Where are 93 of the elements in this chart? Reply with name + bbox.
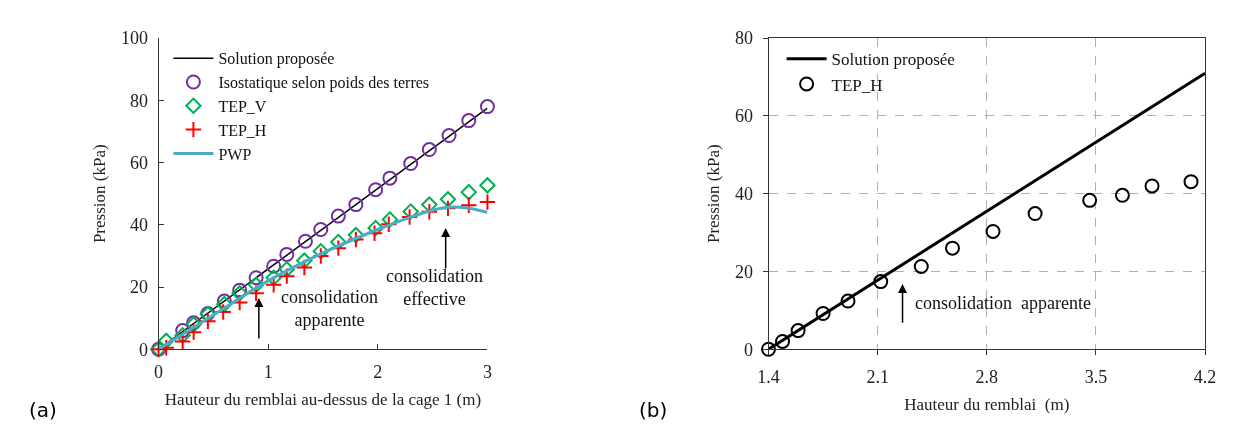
y-tick-label: 20 [129,277,148,298]
point [174,327,191,344]
point [279,246,295,262]
text: (a) [29,398,57,422]
x-tick-label: 1 [263,361,273,382]
y-tick-label: 40 [734,184,753,205]
point [266,258,282,274]
point [402,203,419,220]
point [985,223,1001,239]
annotation: consolidation effective [386,266,483,310]
y-tick-label: 60 [734,106,753,127]
point [479,177,496,194]
point [278,267,296,285]
point [347,226,365,244]
point [278,261,295,278]
x-tick-label: 1.4 [757,366,780,387]
point [348,197,364,213]
y-tick-label: 60 [129,152,148,173]
point [312,243,329,260]
point [199,312,217,330]
point [815,305,831,321]
point [232,282,248,298]
point [312,247,330,265]
y-tick-label: 20 [734,261,753,282]
point [944,240,960,256]
point [441,128,457,144]
point [761,341,776,357]
text: (b) [639,398,668,422]
point [478,193,497,211]
x-tick-label: 3 [482,361,492,382]
x-tick-label: 2.8 [975,366,999,387]
point [265,269,282,286]
point [1082,192,1098,208]
point [913,258,929,274]
y-axis-title: Pression (kPa) [90,144,110,244]
y-tick-label: 80 [734,28,753,49]
y-axis-title: Pression (kPa) [704,144,724,244]
y-tick-label: 0 [743,339,753,360]
point [297,233,313,249]
x-tick-label: 2 [373,361,383,382]
y-tick-label: 0 [138,339,148,360]
x-tick-label: 3.5 [1084,366,1108,387]
legend-label: TEP_H [831,75,883,95]
point [775,333,791,349]
point [347,230,365,249]
point [479,99,495,115]
point [1144,178,1160,194]
x-tick-label: 4.2 [1193,366,1217,387]
point [367,219,384,237]
point [296,252,313,269]
point [382,170,398,186]
point [460,196,478,214]
legend-label: TEP_H [218,121,267,139]
annotation: consolidation apparente [281,287,378,331]
point [403,156,419,172]
point [840,293,856,309]
y-tick-label: 80 [129,90,148,111]
legend-label: Solution proposée [218,50,335,69]
point [158,332,175,350]
legend-label: Solution proposée [831,50,955,70]
legend-label: Isostatique selon poids des terres [218,74,430,93]
point [461,113,477,129]
point [1183,174,1199,190]
point [330,208,346,224]
point [313,221,329,237]
x-axis-title: Hauteur du remblai au-dessus de la cage 1 (m) [164,390,482,410]
annotation: consolidation apparente [915,293,1091,313]
point [421,196,438,213]
point [460,184,477,201]
point [175,323,191,339]
x-tick-label: 0 [154,361,164,382]
legend-label: TEP_V [218,98,267,116]
y-tick-label: 100 [120,28,148,49]
point [400,208,419,226]
point [1114,187,1130,203]
x-axis-title: Hauteur du remblai (m) [904,395,1070,415]
point [873,274,889,290]
point [381,211,399,228]
point [248,270,264,286]
point [368,182,384,198]
y-tick-label: 40 [129,215,148,236]
point [247,284,265,302]
point [231,285,248,302]
point [421,142,437,158]
legend-label: PWP [218,145,252,163]
point [1027,206,1043,222]
x-tick-label: 2.1 [866,366,889,387]
point [420,203,439,221]
point [790,323,806,339]
point [247,276,265,294]
point [216,296,233,313]
point [380,215,398,233]
point [439,191,457,208]
